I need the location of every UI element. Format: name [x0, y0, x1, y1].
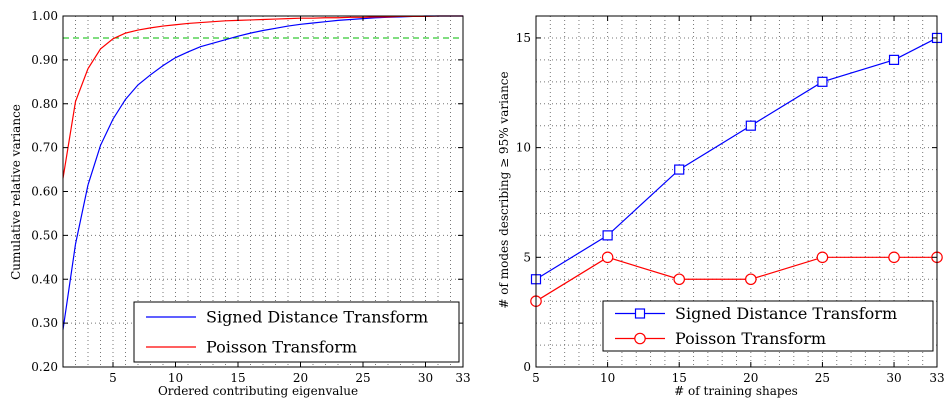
right-x-tick-label: 10: [600, 371, 615, 385]
right-data-point-circle: [888, 251, 900, 264]
left-legend: Signed Distance Transform Poisson Transfo…: [133, 301, 460, 363]
right-chart: # of training shapes # of modes describi…: [497, 15, 945, 398]
left-x-tick-label: 5: [109, 371, 117, 385]
right-x-tick-label: 33: [929, 371, 944, 385]
left-y-tick-label: 0.20: [31, 360, 58, 374]
right-data-point-square: [817, 76, 828, 87]
right-data-point-circle: [816, 251, 829, 264]
left-y-tick-label: 0.70: [31, 141, 58, 155]
left-chart: Ordered contributing eigenvalue Cumulati…: [9, 9, 471, 398]
right-y-tick-label: 0: [523, 360, 531, 374]
left-x-tick-label: 25: [355, 371, 370, 385]
right-legend: Signed Distance Transform Poisson Transfo…: [602, 300, 934, 352]
right-axes-frame: [535, 15, 938, 368]
right-x-tick-label: 20: [743, 371, 758, 385]
right-y-tick-label: 15: [516, 31, 531, 45]
right-legend-box: [602, 300, 934, 352]
left-x-tick-label: 30: [418, 371, 433, 385]
right-data-point-square: [745, 120, 756, 131]
right-x-axis-label: # of training shapes: [674, 384, 798, 398]
left-y-tick-label: 0.50: [31, 228, 58, 242]
right-data-point-circle: [601, 251, 614, 264]
left-y-tick-label: 0.90: [31, 53, 58, 67]
left-x-tick-label: 33: [455, 371, 470, 385]
left-y-tick-label: 0.80: [31, 97, 58, 111]
right-legend-marker-circle: [634, 332, 646, 345]
right-y-tick-label: 10: [516, 141, 531, 155]
right-x-tick-label: 30: [886, 371, 901, 385]
right-data-point-square: [674, 164, 685, 175]
right-data-point-square: [888, 54, 900, 65]
left-y-tick-label: 0.40: [31, 272, 58, 286]
right-y-tick-label: 5: [523, 250, 531, 264]
left-y-tick-label: 0.60: [31, 185, 58, 199]
left-x-tick-label: 10: [168, 371, 183, 385]
left-series-line-poisson: [62, 15, 463, 179]
left-x-axis-label: Ordered contributing eigenvalue: [158, 384, 358, 398]
left-legend-label: Poisson Transform: [206, 338, 357, 357]
right-data-point-circle: [673, 273, 686, 286]
right-data-point-square: [602, 230, 613, 241]
right-y-axis-label: # of modes describing ≥ 95% variance: [497, 71, 511, 308]
left-x-tick-label: 15: [230, 371, 245, 385]
right-series-line-signed-distance: [535, 37, 938, 280]
right-x-tick-label: 15: [672, 371, 687, 385]
left-y-tick-label: 1.00: [31, 9, 58, 23]
right-legend-label: Signed Distance Transform: [675, 304, 897, 323]
right-legend-marker-square: [634, 308, 646, 319]
left-x-tick-label: 20: [293, 371, 308, 385]
right-legend-label: Poisson Transform: [675, 329, 826, 348]
left-y-axis-label: Cumulative relative variance: [9, 104, 23, 280]
left-y-tick-label: 0.30: [31, 316, 58, 330]
right-x-tick-label: 25: [815, 371, 830, 385]
left-legend-label: Signed Distance Transform: [206, 308, 428, 327]
left-legend-box: [133, 301, 460, 363]
right-x-tick-label: 5: [532, 371, 540, 385]
right-data-point-circle: [745, 273, 757, 286]
